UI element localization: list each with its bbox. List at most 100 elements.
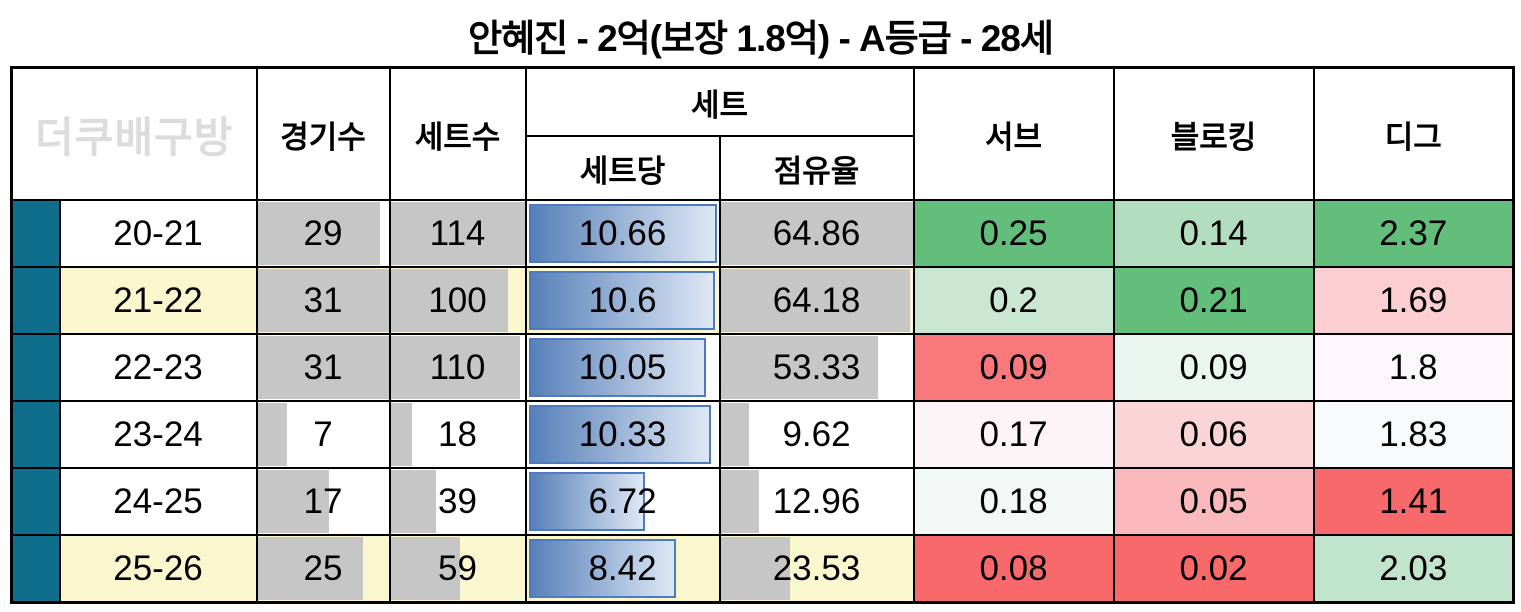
serve-cell: 0.18 [912, 467, 1115, 536]
cell-value: 53.33 [772, 348, 861, 387]
season-cell-content: 20-21 [62, 202, 255, 265]
cell-value: 23.53 [772, 548, 861, 588]
games-cell-content: 29 [258, 202, 388, 265]
cell-value: 12.96 [772, 482, 861, 521]
share-data-bar [721, 336, 879, 399]
blocking-cell: 0.06 [1112, 400, 1315, 469]
sets-cell-content: 59 [391, 537, 524, 600]
blocking-cell-content: 0.09 [1116, 336, 1312, 399]
dig-cell-content: 2.03 [1316, 537, 1512, 600]
per-set-cell: 10.6 [524, 266, 721, 335]
col-header-serve: 서브 [912, 66, 1115, 201]
games-cell-content: 25 [258, 537, 388, 600]
season-cell: 21-22 [58, 266, 258, 335]
dig-cell-content: 1.8 [1316, 336, 1512, 399]
row-marker [10, 400, 61, 469]
cell-value: 7 [313, 415, 333, 454]
serve-cell: 0.08 [912, 534, 1115, 603]
share-cell-content: 9.62 [721, 403, 912, 466]
serve-cell: 0.09 [912, 333, 1115, 402]
serve-cell-content: 0.09 [916, 336, 1112, 399]
watermark-text: 더쿠배구방 [35, 113, 234, 161]
games-data-bar [258, 202, 380, 265]
games-cell: 7 [255, 400, 391, 469]
blocking-cell-content: 0.05 [1116, 470, 1312, 533]
dig-cell: 1.8 [1312, 333, 1515, 402]
col-header-games: 경기수 [255, 66, 391, 201]
games-data-bar [258, 537, 364, 600]
games-cell-content: 7 [258, 403, 388, 466]
cell-value: 29 [303, 214, 343, 253]
sets-cell-content: 18 [391, 403, 524, 466]
games-data-bar [258, 336, 388, 399]
cell-value: 64.86 [772, 214, 861, 253]
blocking-cell: 0.21 [1112, 266, 1315, 335]
serve-cell-content: 0.25 [916, 202, 1112, 265]
share-cell: 23.53 [718, 534, 915, 603]
cell-value: 0.14 [1179, 214, 1248, 253]
row-marker-content [14, 269, 58, 332]
cell-value: 24-25 [113, 482, 203, 521]
season-cell: 24-25 [58, 467, 258, 536]
games-data-bar [258, 470, 330, 533]
col-header-dig: 디그 [1312, 66, 1515, 201]
row-marker-content [14, 336, 58, 399]
sets-data-bar [391, 202, 524, 265]
table-row: 25-26 25 59 8.42 23.53 0.08 0.02 2.03 [10, 534, 1515, 603]
col-header-set-group: 세트 [524, 66, 915, 137]
cell-value: 10.66 [578, 214, 667, 253]
games-data-bar [258, 403, 288, 466]
cell-value: 0.2 [989, 281, 1038, 320]
season-cell-content: 25-26 [62, 537, 255, 600]
table-row: 20-21 29 114 10.66 64.86 0.25 0.14 2.37 [10, 199, 1515, 268]
table-row: 23-24 7 18 10.33 9.62 0.17 0.06 1.83 [10, 400, 1515, 469]
dig-cell: 1.83 [1312, 400, 1515, 469]
row-marker [10, 199, 61, 268]
share-cell: 12.96 [718, 467, 915, 536]
cell-value: 0.09 [1179, 348, 1248, 387]
per-set-cell: 10.05 [524, 333, 721, 402]
cell-value: 0.05 [1179, 482, 1248, 521]
season-cell: 25-26 [58, 534, 258, 603]
stats-table: 더쿠배구방 경기수 세트수 세트 서브 블로킹 디그 세트당 점유율 20-21… [10, 66, 1515, 604]
blocking-cell: 0.09 [1112, 333, 1315, 402]
cell-value: 110 [429, 348, 486, 387]
season-cell: 23-24 [58, 400, 258, 469]
table-row: 22-23 31 110 10.05 53.33 0.09 0.09 1.8 [10, 333, 1515, 402]
share-data-bar [721, 537, 791, 600]
row-marker-content [14, 403, 58, 466]
blocking-cell: 0.02 [1112, 534, 1315, 603]
cell-value: 6.72 [588, 482, 657, 521]
cell-value: 2.37 [1379, 214, 1448, 253]
cell-value: 0.21 [1179, 281, 1248, 320]
serve-cell-content: 0.08 [916, 537, 1112, 600]
sets-cell: 114 [388, 199, 527, 268]
cell-value: 64.18 [772, 281, 861, 320]
cell-value: 0.17 [979, 415, 1048, 454]
watermark-cell: 더쿠배구방 [10, 66, 258, 201]
season-cell-content: 23-24 [62, 403, 255, 466]
cell-value: 20-21 [113, 214, 203, 253]
games-cell: 17 [255, 467, 391, 536]
cell-value: 1.41 [1379, 482, 1448, 521]
dig-cell: 1.41 [1312, 467, 1515, 536]
blocking-cell: 0.14 [1112, 199, 1315, 268]
share-data-bar [721, 269, 911, 332]
share-cell: 53.33 [718, 333, 915, 402]
cell-value: 23-24 [113, 415, 203, 454]
cell-value: 9.62 [782, 415, 851, 454]
per-set-cell: 6.72 [524, 467, 721, 536]
blocking-cell-content: 0.14 [1116, 202, 1312, 265]
share-cell: 64.86 [718, 199, 915, 268]
games-cell: 25 [255, 534, 391, 603]
cell-value: 2.03 [1379, 548, 1448, 588]
share-data-bar [721, 202, 912, 265]
share-cell: 9.62 [718, 400, 915, 469]
share-cell-content: 64.86 [721, 202, 912, 265]
table-row: 24-25 17 39 6.72 12.96 0.18 0.05 1.41 [10, 467, 1515, 536]
blocking-cell-content: 0.06 [1116, 403, 1312, 466]
cell-value: 8.42 [588, 548, 657, 588]
serve-cell-content: 0.17 [916, 403, 1112, 466]
row-marker [10, 534, 61, 603]
